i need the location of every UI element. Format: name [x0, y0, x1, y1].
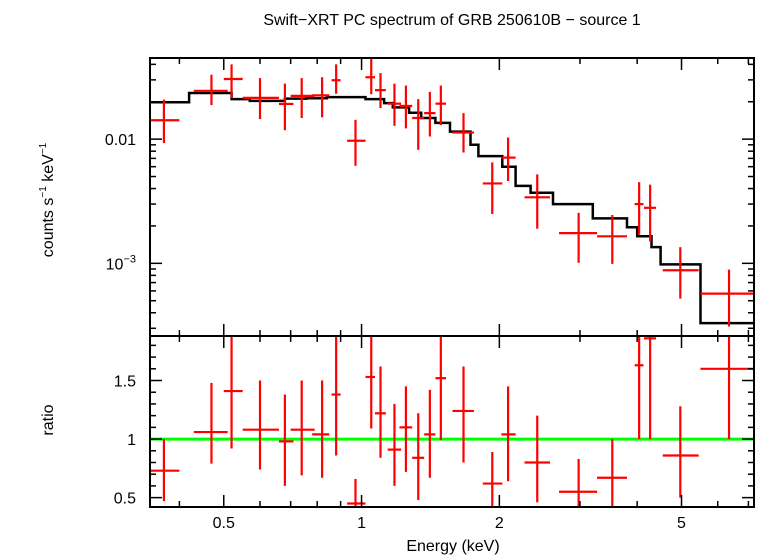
bottom-y-tick-label: 1.5 [114, 374, 136, 391]
spectrum-point [290, 78, 315, 118]
x-axis-label: Energy (keV) [406, 538, 499, 555]
model-step-line [150, 91, 754, 325]
spectrum-point [365, 58, 376, 95]
ratio-point [347, 478, 366, 507]
model-step-path [150, 91, 754, 325]
spectrum-point [700, 269, 754, 327]
spectrum-point [150, 99, 180, 144]
top-panel-frame [149, 57, 755, 337]
spectrum-point [643, 184, 657, 242]
bottom-panel-border [149, 335, 755, 508]
spectrum-point [412, 99, 425, 150]
bottom-panel-y-axis-label: ratio [40, 404, 57, 435]
top-y-tick-label: 10−3 [106, 253, 136, 273]
ylabel-sup2: −1 [38, 142, 49, 154]
ratio-point [365, 336, 376, 429]
spectrum-point [347, 119, 366, 166]
ratio-point [331, 336, 341, 456]
spectrum-point [501, 137, 516, 182]
tick-exponent: −3 [123, 253, 136, 265]
x-tick-label: 5 [677, 515, 686, 532]
spectrum-point [193, 74, 228, 106]
x-tick-labels: 0.5 1 2 5 [213, 515, 686, 532]
ylabel-main: counts s [40, 198, 57, 258]
ratio-point [223, 336, 243, 449]
ratio-point [375, 366, 386, 458]
bottom-panel-y-tick-labels: 0.5 1 1.5 [114, 374, 136, 508]
spectrum-point [387, 83, 402, 126]
spectrum-point [482, 162, 503, 214]
spectrum-point [278, 83, 294, 131]
bottom-y-tick-label: 1 [127, 432, 136, 449]
bottom-y-tick-label: 0.5 [114, 491, 136, 508]
top-panel-y-tick-labels: 0.01 10−3 [105, 132, 136, 273]
ratio-point [524, 415, 550, 503]
ratio-point [482, 451, 503, 507]
ratio-point [662, 406, 699, 498]
ylabel-sup1: −1 [38, 186, 49, 198]
ratio-point [501, 386, 516, 482]
ratio-point [387, 403, 402, 486]
tick-base: 0.01 [105, 132, 136, 149]
spectrum-point [524, 174, 550, 229]
ratio-point [193, 382, 228, 464]
spectrum-point [662, 247, 699, 299]
bottom-panel-frame [149, 335, 755, 508]
spectrum-point [424, 91, 436, 137]
ratio-point [452, 366, 474, 463]
top-panel-y-axis-label: counts s−1 keV−1 [38, 142, 57, 257]
ratio-point [559, 458, 598, 507]
ratio-point [278, 394, 294, 486]
spectrum-point [223, 64, 243, 98]
ratio-point [435, 336, 447, 441]
ratio-point [597, 439, 627, 507]
spectrum-point [331, 64, 341, 94]
spectrum-data-points [150, 58, 754, 327]
ratio-point [290, 380, 315, 476]
spectrum-point [242, 78, 279, 120]
ratio-point [312, 380, 330, 478]
spectrum-point [375, 73, 386, 109]
top-y-tick-label: 0.01 [105, 132, 136, 149]
bottom-panel: 0.5 1 1.5 0.5 1 2 5 ratio [40, 335, 755, 532]
spectrum-point [634, 182, 644, 235]
ratio-data-points [150, 336, 754, 507]
ratio-point [634, 336, 644, 440]
ratio-point [399, 386, 413, 472]
spectrum-point [435, 85, 447, 125]
ratio-point [424, 389, 436, 478]
x-tick-label: 1 [357, 515, 366, 532]
spectrum-point [312, 77, 330, 118]
x-tick-label: 2 [495, 515, 504, 532]
chart-title: Swift−XRT PC spectrum of GRB 250610B − s… [263, 12, 640, 29]
tick-base: 10 [106, 256, 124, 273]
ratio-point [700, 336, 754, 440]
ratio-point [242, 380, 279, 470]
spectrum-point [399, 85, 413, 129]
spectrum-point [597, 215, 627, 264]
x-tick-label: 0.5 [213, 515, 235, 532]
ratio-point [412, 413, 425, 500]
ylabel-mid: keV [40, 154, 57, 186]
ratio-point [150, 439, 180, 502]
spectrum-point [559, 212, 598, 263]
spectrum-point [452, 113, 474, 153]
ratio-point [643, 336, 657, 440]
